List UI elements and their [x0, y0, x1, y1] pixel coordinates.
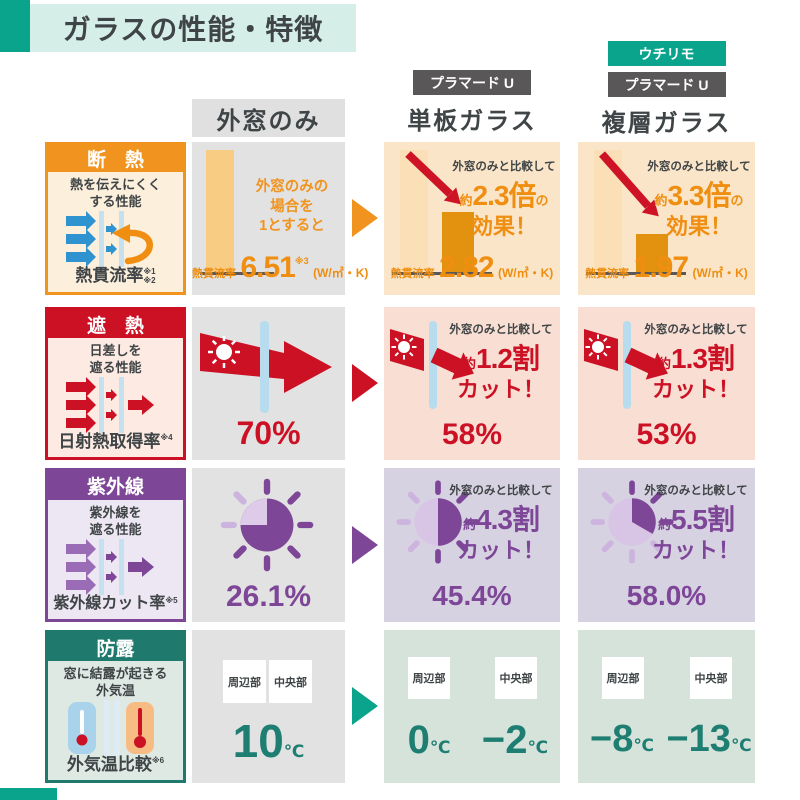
- row-title-insulation: 断 熱: [48, 145, 183, 172]
- sun-arrow-icon: [390, 321, 474, 409]
- row-metric-condensation: 外気温比較 ※6: [66, 755, 165, 774]
- short-bar: [636, 234, 668, 272]
- uv-baseline-cell: 26.1%: [192, 468, 345, 622]
- down-arrow-icon: [599, 151, 659, 217]
- shading-double-cell: 外窓のみと比較して 約1.3割 カット！ 53%: [578, 307, 755, 460]
- insulation-single-cell: 外窓のみと比較して 約2.3倍の 効果！ 熱貫流率 2.82 (W/㎡・K): [384, 142, 560, 295]
- insulation-baseline-cell: 外窓のみの 場合を 1とすると 熱貫流率 6.51※3 (W/㎡・K): [192, 142, 369, 295]
- row-metric-shading: 日射熱取得率 ※4: [58, 432, 173, 451]
- arrow-right-icon: [352, 687, 378, 725]
- u-value-single: 熱貫流率 2.82 (W/㎡・K): [390, 251, 554, 284]
- brand-badge: ウチリモ: [607, 41, 726, 66]
- row-metric-uv: 紫外線カット率 ※5: [53, 595, 178, 612]
- tag-center: 中央部: [269, 660, 312, 703]
- axis-line: [200, 272, 274, 275]
- row-label-shading: 遮 熱 日差しを 遮る性能 日射熱取得率 ※4: [45, 307, 186, 460]
- condensation-single-cell: 周辺部 中央部 0℃ −2℃: [384, 630, 560, 783]
- row-desc: 紫外線を 遮る性能: [89, 505, 142, 537]
- bottom-accent-block: [0, 788, 57, 800]
- temp-baseline: 10℃: [232, 715, 305, 767]
- column-header-double: ウチリモ プラマード U 複層ガラス: [578, 41, 755, 138]
- sun-pie-icon: [590, 480, 674, 564]
- tag-edge: 周辺部: [602, 657, 644, 699]
- temp-edge-single: 0℃: [407, 718, 451, 762]
- axis-line: [392, 272, 492, 275]
- sun-arrow-icon: [584, 321, 668, 409]
- page-title: ガラスの性能・特徴: [30, 4, 356, 52]
- shading-icon: [48, 377, 183, 433]
- product-badge: プラマード U: [607, 72, 726, 97]
- uv-single-cell: 外窓のみと比較して 約4.3割 カット！ 45.4%: [384, 468, 560, 622]
- shgc-baseline: 70%: [236, 415, 301, 451]
- shgc-single: 58%: [441, 418, 503, 451]
- uv-cut-baseline: 26.1%: [225, 580, 312, 613]
- thermometer-icon: [48, 700, 183, 756]
- row-title-uv: 紫外線: [48, 471, 183, 500]
- row-label-insulation: 断 熱 熱を伝えにくく する性能 熱貫流率 ※1 ※2: [45, 142, 186, 295]
- comparison-note: 外窓のみと比較して 約2.3倍の 効果！: [452, 161, 556, 239]
- u-value-baseline: 熱貫流率 6.51※3 (W/㎡・K): [192, 251, 369, 284]
- uv-icon: [48, 539, 183, 596]
- column-label-single-glass: 単板ガラス: [407, 108, 537, 135]
- insulation-icon: [48, 210, 183, 267]
- arrow-right-icon: [352, 526, 378, 564]
- tag-center: 中央部: [495, 657, 537, 699]
- tag-center: 中央部: [690, 657, 732, 699]
- comparison-note: 外窓のみと比較して 約1.2割 カット！: [449, 324, 553, 402]
- column-header-single: プラマード U 単板ガラス: [384, 70, 560, 136]
- shading-baseline-cell: 70%: [192, 307, 345, 460]
- sun-pie-icon: [396, 480, 480, 564]
- shading-single-cell: 外窓のみと比較して 約1.2割 カット！ 58%: [384, 307, 560, 460]
- down-arrow-icon: [405, 151, 461, 205]
- baseline-caption: 外窓のみの 場合を 1とすると: [255, 179, 329, 235]
- column-label-double-glass: 複層ガラス: [601, 110, 732, 137]
- axis-line: [586, 272, 686, 275]
- row-desc: 熱を伝えにくく する性能: [70, 177, 161, 209]
- row-title-condensation: 防露: [48, 633, 183, 662]
- comparison-note: 外窓のみと比較して 約1.3割 カット！: [644, 324, 748, 402]
- row-label-condensation: 防露 窓に結露が起きる 外気温 外気温比較 ※6: [45, 630, 186, 783]
- row-metric-insulation: 熱貫流率 ※1 ※2: [75, 265, 156, 286]
- product-badge: プラマード U: [413, 70, 531, 95]
- sun-arrow-icon: [200, 321, 332, 413]
- condensation-baseline-cell: 周辺部 中央部 10℃: [192, 630, 345, 783]
- comparison-note: 外窓のみと比較して 約3.3倍の 効果！: [647, 161, 751, 239]
- row-desc: 窓に結露が起きる 外気温: [63, 666, 168, 699]
- tag-edge: 周辺部: [223, 660, 266, 703]
- row-desc: 日差しを 遮る性能: [89, 343, 142, 376]
- temp-edge-double: −8℃: [590, 718, 654, 760]
- uv-cut-single: 45.4%: [432, 580, 512, 611]
- insulation-double-cell: 外窓のみと比較して 約3.3倍の 効果！ 熱貫流率 1.97 (W/㎡・K): [578, 142, 755, 295]
- comparison-note: 外窓のみと比較して 約4.3割 カット！: [449, 485, 553, 563]
- title-accent-block: [0, 0, 30, 52]
- temp-center-single: −2℃: [481, 718, 549, 762]
- uv-cut-double: 58.0%: [626, 580, 707, 611]
- row-label-uv: 紫外線 紫外線を 遮る性能 紫外線カット率 ※5: [45, 468, 186, 622]
- arrow-right-icon: [352, 364, 378, 402]
- baseline-bar: [206, 150, 234, 272]
- sun-pie-icon: [220, 478, 314, 572]
- column-header-baseline: 外窓のみ: [192, 99, 345, 137]
- shgc-double: 53%: [636, 418, 697, 451]
- comparison-note: 外窓のみと比較して 約5.5割 カット！: [644, 485, 748, 563]
- arrow-right-icon: [352, 199, 378, 237]
- uv-double-cell: 外窓のみと比較して 約5.5割 カット！ 58.0%: [578, 468, 755, 622]
- row-title-shading: 遮 熱: [48, 310, 183, 339]
- temp-center-double: −13℃: [666, 718, 752, 760]
- condensation-double-cell: 周辺部 中央部 −8℃ −13℃: [578, 630, 755, 783]
- short-bar: [442, 212, 474, 272]
- tag-edge: 周辺部: [408, 657, 450, 699]
- u-value-double: 熱貫流率 1.97 (W/㎡・K): [585, 251, 748, 284]
